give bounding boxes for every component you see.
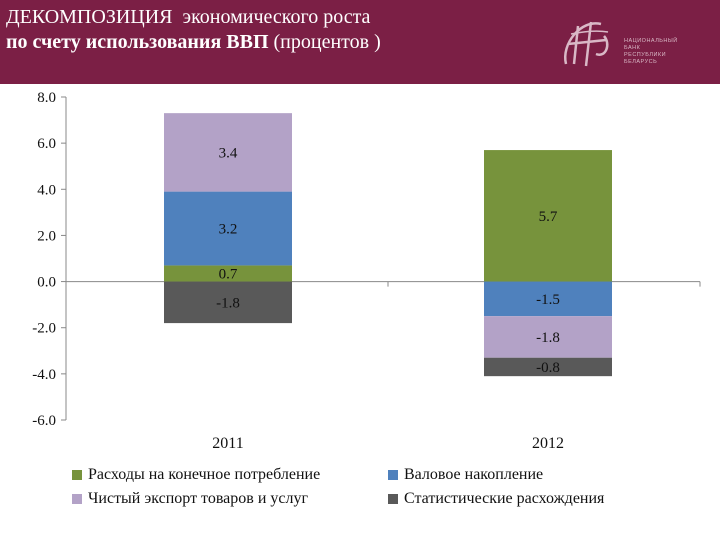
logo-text-line: БЕЛАРУСЬ	[624, 59, 658, 65]
bar-segment	[164, 191, 292, 266]
data-label: 3.4	[219, 145, 238, 161]
legend-swatch	[388, 470, 398, 480]
data-label: 5.7	[539, 209, 558, 225]
y-tick-label: 8.0	[37, 90, 56, 106]
title-line-1: ДЕКОМПОЗИЦИЯ экономического роста	[6, 5, 381, 30]
title-line-2: по счету использования ВВП (процентов )	[6, 30, 381, 55]
y-tick-label: -4.0	[32, 367, 56, 383]
legend-item: Статистические расхождения	[388, 490, 604, 508]
data-label: -1.8	[536, 330, 560, 346]
slide-title: ДЕКОМПОЗИЦИЯ экономического роста по сче…	[6, 5, 381, 55]
logo-text-line: НАЦИОНАЛЬНЫЙ	[624, 38, 678, 44]
bar-segment	[484, 150, 612, 282]
logo-text: НАЦИОНАЛЬНЫЙ БАНК РЕСПУБЛИКИ БЕЛАРУСЬ	[624, 38, 704, 66]
x-category-label: 2012	[532, 435, 564, 452]
bar-segment	[164, 265, 292, 282]
legend-label: Расходы на конечное потребление	[88, 466, 321, 483]
logo-text-line: БАНК	[624, 45, 641, 51]
y-tick-label: 2.0	[37, 228, 56, 244]
legend-label: Чистый экспорт товаров и услуг	[88, 490, 309, 507]
title-line2-part1: по счету использования ВВП	[6, 31, 269, 53]
legend-label: Статистические расхождения	[404, 490, 605, 507]
data-label: -1.5	[536, 292, 560, 308]
national-bank-logo	[563, 21, 609, 67]
y-tick-label: 0.0	[37, 275, 56, 291]
bar-segment	[484, 316, 612, 358]
bar-segment	[164, 281, 292, 324]
data-label: -0.8	[536, 360, 560, 376]
legend-swatch	[388, 494, 398, 504]
logo-text-line: РЕСПУБЛИКИ	[624, 52, 667, 58]
legend-label: Валовое накопление	[404, 466, 544, 483]
x-category-label: 2011	[212, 435, 243, 452]
bar-segment	[484, 357, 612, 377]
data-label: -1.8	[216, 295, 240, 311]
legend-swatch	[72, 494, 82, 504]
title-line1-part2: экономического роста	[182, 6, 371, 28]
y-tick-label: 4.0	[37, 182, 56, 198]
legend-item: Расходы на конечное потребление	[72, 466, 320, 484]
title-line2-part2: (процентов )	[273, 31, 381, 53]
bar-segment	[164, 113, 292, 192]
data-label: 0.7	[219, 266, 238, 282]
title-line1-part1: ДЕКОМПОЗИЦИЯ	[6, 6, 173, 28]
y-tick-label: -2.0	[32, 321, 56, 337]
y-tick-label: -6.0	[32, 413, 56, 429]
bar-segment	[484, 281, 612, 317]
slide-header: ДЕКОМПОЗИЦИЯ экономического роста по сче…	[0, 0, 720, 84]
data-label: 3.2	[219, 222, 238, 238]
legend-item: Чистый экспорт товаров и услуг	[72, 490, 308, 508]
y-tick-label: 6.0	[37, 136, 56, 152]
stacked-bar-chart: 8.0 6.0 4.0 2.0 0.0 -2.0 -4.0 -6.0 0.7 3.2 3.4 -1.8…	[32, 90, 701, 452]
legend-item: Валовое накопление	[388, 466, 543, 484]
legend-swatch	[72, 470, 82, 480]
